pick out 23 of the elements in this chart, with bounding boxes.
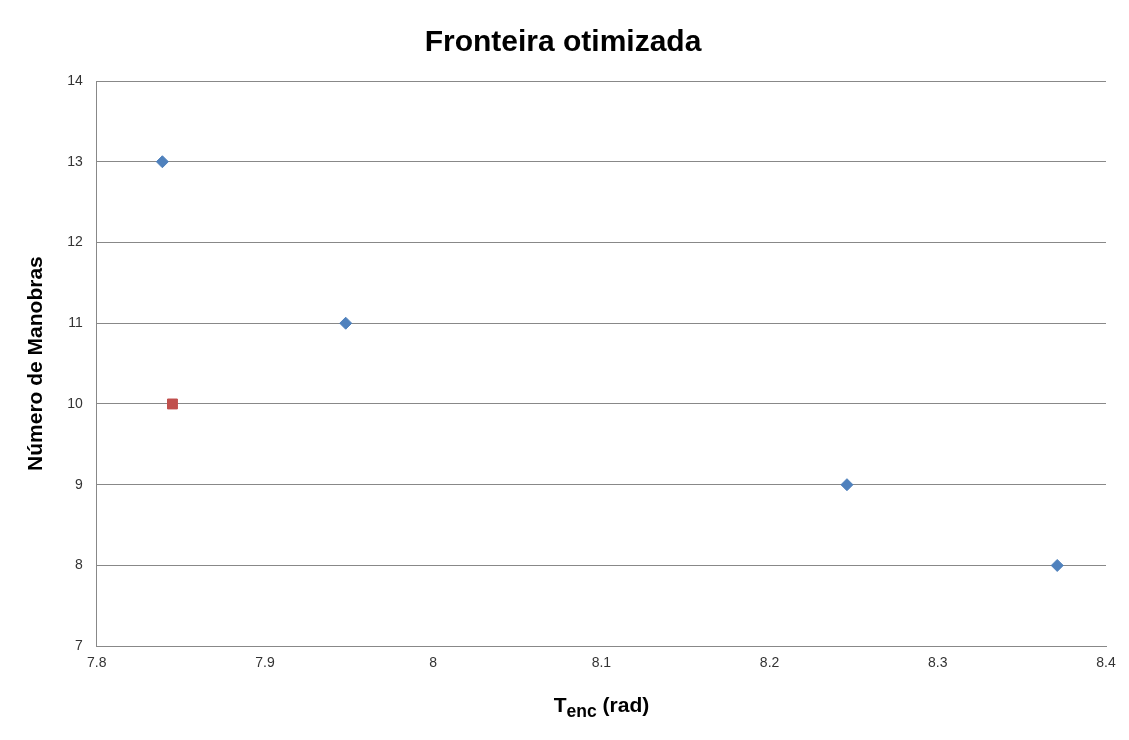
x-tick-label: 7.9	[255, 654, 275, 671]
x-tick-label: 8.1	[591, 654, 612, 671]
point	[339, 316, 353, 330]
y-tick-label: 10	[67, 394, 83, 411]
y-tick-label: 8	[74, 556, 83, 573]
y-axis-title: Número de Manobras	[23, 256, 47, 471]
point	[167, 398, 178, 410]
y-tick-label: 7	[74, 637, 83, 654]
x-tick-label: 8	[429, 654, 438, 671]
chart-title: Fronteira otimizada	[424, 24, 702, 58]
x-tick-label: 8.3	[928, 654, 948, 671]
point	[155, 155, 169, 169]
y-tick-label: 9	[74, 475, 83, 492]
y-tick-label: 11	[68, 314, 83, 331]
x-tick-label: 8.4	[1096, 654, 1116, 671]
x-tick-label: 7.8	[87, 654, 107, 671]
y-tick-label: 14	[67, 71, 83, 88]
y-tick-label: 12	[67, 233, 83, 250]
x-axis-title: T$_{enc}$ (rad)	[552, 693, 651, 723]
y-tick-label: 13	[67, 152, 83, 169]
point	[1050, 558, 1064, 572]
x-tick-label: 8.2	[759, 654, 780, 671]
point	[840, 478, 854, 492]
